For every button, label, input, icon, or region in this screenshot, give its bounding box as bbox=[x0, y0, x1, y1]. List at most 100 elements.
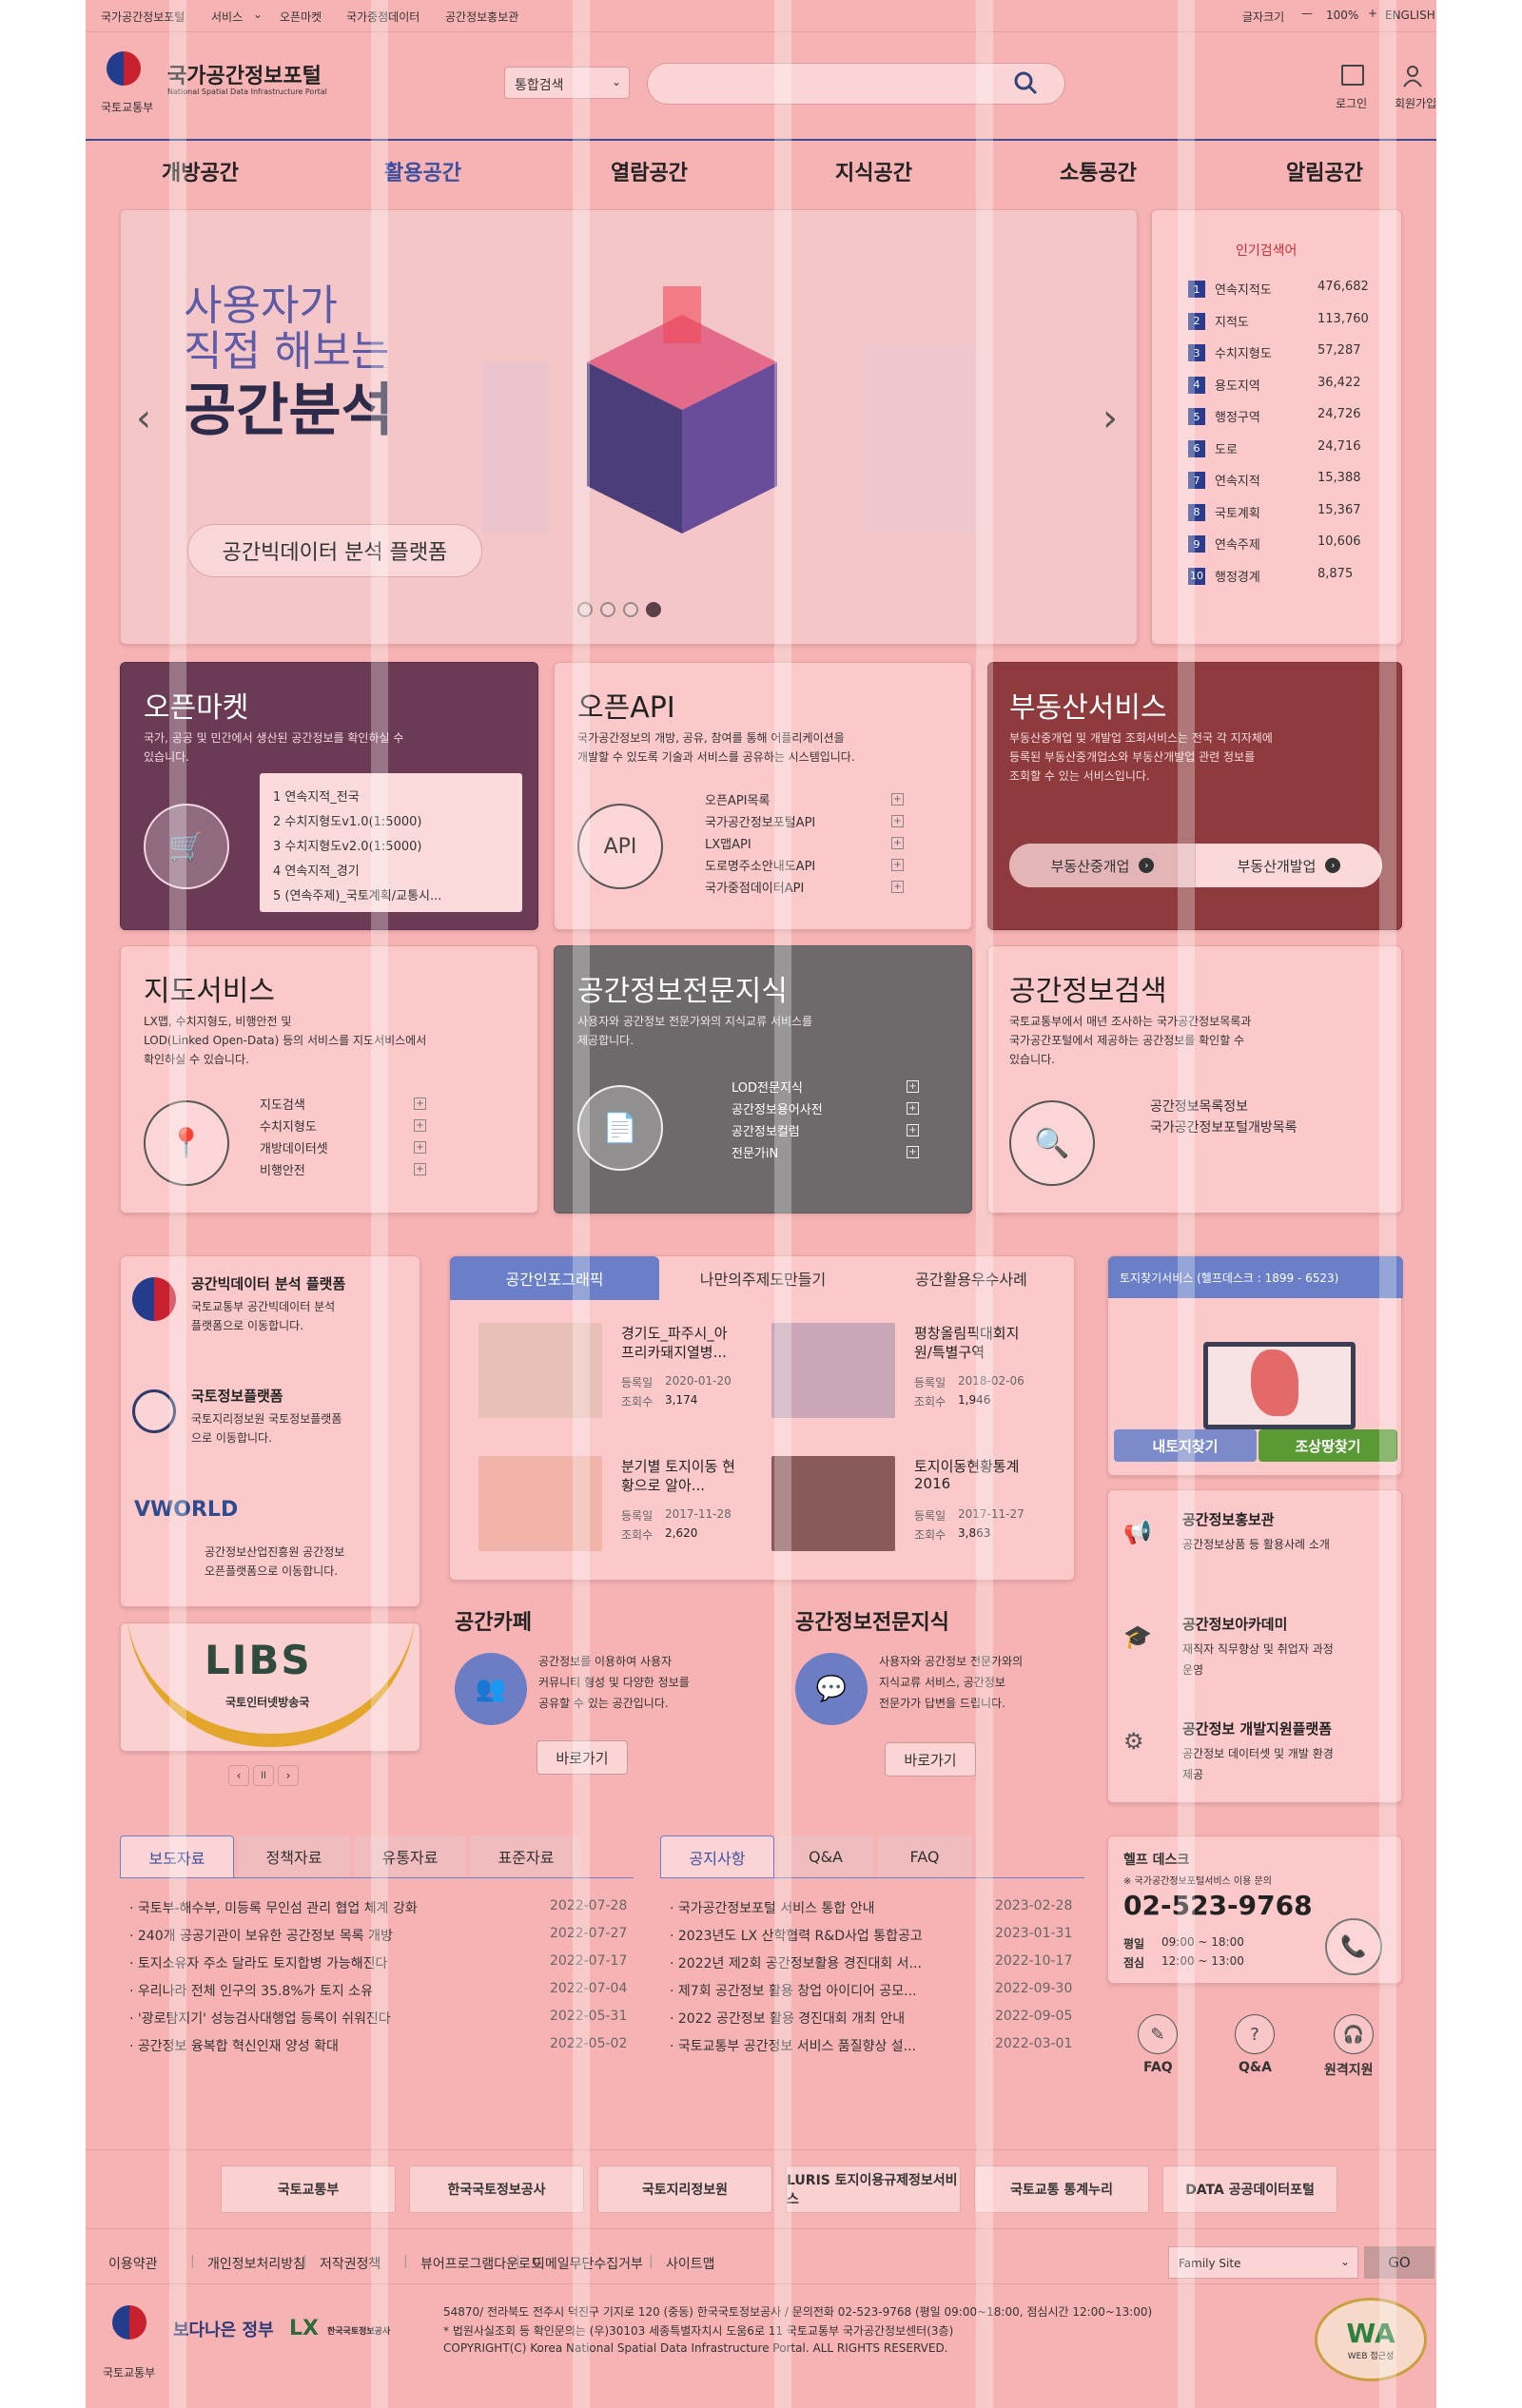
tab-best-cases[interactable]: 공간활용우수사례 bbox=[915, 1271, 1027, 1289]
ministry-logo[interactable] bbox=[107, 51, 141, 86]
search-icon[interactable] bbox=[1013, 70, 1038, 95]
mapservice-card[interactable]: 지도서비스 LX맵, 수치지형도, 비행안전 및 LOD(Linked Open… bbox=[120, 945, 538, 1214]
expert-item[interactable]: 공간정보용어사전 bbox=[732, 1103, 823, 1117]
notice-item-title[interactable]: · 2023년도 LX 산학협력 R&D사업 통합공고 bbox=[670, 1929, 923, 1944]
sidelink-title[interactable]: 공간정보아카데미 bbox=[1182, 1616, 1288, 1633]
topbar-link-promo[interactable]: 공간정보홍보관 bbox=[445, 10, 519, 24]
tab-my-map[interactable]: 나만의주제도만들기 bbox=[699, 1271, 827, 1289]
tab-standard[interactable]: 표준자료 bbox=[470, 1835, 582, 1877]
tab-notice[interactable]: 공지사항 bbox=[660, 1835, 774, 1877]
prev-arrow-icon[interactable]: ‹ bbox=[136, 397, 151, 440]
openmarket-item[interactable]: 1 연속지적_전국 bbox=[273, 790, 360, 805]
topbar-link-service[interactable]: 서비스 bbox=[211, 10, 244, 24]
infographic-title1[interactable]: 토지이동현황통계 bbox=[914, 1458, 1020, 1475]
infographic-thumbnail[interactable] bbox=[771, 1456, 895, 1551]
topbar-link-keydata[interactable]: 국가중점데이터 bbox=[346, 10, 420, 24]
pause-icon[interactable]: ll bbox=[253, 1765, 274, 1786]
openapi-item[interactable]: 국가공간정보포털API bbox=[705, 816, 816, 830]
infographic-title2[interactable]: 프리카돼지열병... bbox=[621, 1344, 727, 1361]
plus-icon[interactable]: + bbox=[891, 793, 904, 806]
search-select[interactable]: 통합검색 ⌄ bbox=[504, 67, 630, 99]
footer-link[interactable]: 뷰어프로그램다운로드 bbox=[420, 2257, 543, 2272]
openmarket-item[interactable]: 4 연속지적_경기 bbox=[273, 864, 360, 879]
phone-icon[interactable]: 📞 bbox=[1325, 1918, 1382, 1975]
popular-term[interactable]: 수치지형도 bbox=[1215, 347, 1272, 361]
nav-knowledge-space[interactable]: 지식공간 bbox=[835, 162, 912, 185]
infographic-thumbnail[interactable] bbox=[478, 1456, 602, 1551]
site-title[interactable]: 국가공간정보포털 bbox=[167, 65, 322, 88]
partner-molit-logo[interactable]: 국토교통부 bbox=[221, 2165, 396, 2213]
plus-icon[interactable]: + bbox=[891, 859, 904, 871]
plus-icon[interactable]: + bbox=[907, 1146, 919, 1158]
nav-use-space[interactable]: 활용공간 bbox=[384, 162, 461, 185]
helpdesk-phone[interactable]: 02-523-9768 bbox=[1123, 1890, 1313, 1921]
nav-communication-space[interactable]: 소통공간 bbox=[1060, 162, 1137, 185]
plus-icon[interactable]: + bbox=[907, 1102, 919, 1115]
openapi-item[interactable]: 도로명주소안내도API bbox=[705, 860, 816, 874]
mapservice-item[interactable]: 개방데이터셋 bbox=[260, 1142, 328, 1156]
press-item-title[interactable]: · '광로탐지기' 성능검사대행업 등록이 쉬워진다 bbox=[129, 2011, 391, 2027]
sidelink-title[interactable]: 공간정보 개발지원플랫폼 bbox=[1182, 1720, 1333, 1738]
footer-link[interactable]: 개인정보처리방침 bbox=[207, 2257, 306, 2272]
plus-icon[interactable]: + bbox=[414, 1097, 426, 1110]
spatialsearch-item-0[interactable]: 공간정보목록정보 bbox=[1150, 1099, 1249, 1115]
expert-item[interactable]: 전문가iN bbox=[732, 1147, 779, 1161]
expert-item[interactable]: LOD전문지식 bbox=[732, 1081, 803, 1096]
notice-item-title[interactable]: · 2022년 제2회 공간정보활용 경진대회 서... bbox=[670, 1956, 922, 1971]
popular-term[interactable]: 행정구역 bbox=[1215, 411, 1260, 425]
expert-item[interactable]: 공간정보컬럼 bbox=[732, 1125, 800, 1139]
mapservice-item[interactable]: 수치지형도 bbox=[260, 1120, 317, 1135]
remote-support-icon[interactable]: 🎧 bbox=[1334, 2014, 1374, 2054]
popular-term[interactable]: 연속지적도 bbox=[1215, 283, 1272, 298]
infographic-title2[interactable]: 황으로 알아... bbox=[621, 1477, 706, 1494]
faq-link[interactable]: FAQ bbox=[1143, 2060, 1173, 2075]
popular-term[interactable]: 국토계획 bbox=[1215, 506, 1260, 521]
press-item-title[interactable]: · 우리나라 전체 인구의 35.8%가 토지 소유 bbox=[129, 1984, 373, 1999]
partner-lx-logo[interactable]: 한국국토정보공사 bbox=[409, 2165, 584, 2213]
cafe-go-button[interactable]: 바로가기 bbox=[537, 1740, 628, 1775]
login-icon[interactable] bbox=[1341, 65, 1364, 86]
tab-infographic[interactable]: 공간인포그래픽 bbox=[450, 1256, 659, 1300]
plus-icon[interactable]: + bbox=[891, 881, 904, 893]
plus-icon[interactable]: + bbox=[414, 1163, 426, 1175]
nav-notice-space[interactable]: 알림공간 bbox=[1286, 162, 1363, 185]
footer-link[interactable]: 사이트맵 bbox=[666, 2257, 715, 2272]
openapi-item[interactable]: LX맵API bbox=[705, 838, 751, 852]
qna-link[interactable]: Q&A bbox=[1239, 2060, 1272, 2075]
sidelink-title[interactable]: 공간정보홍보관 bbox=[1182, 1511, 1275, 1528]
libs-banner[interactable]: LIBS 국토인터넷방송국 bbox=[120, 1622, 420, 1752]
topbar-link-openmarket[interactable]: 오픈마켓 bbox=[280, 10, 322, 24]
partner-data-logo[interactable]: DATA 공공데이터포털 bbox=[1162, 2165, 1337, 2213]
plus-icon[interactable]: + bbox=[414, 1119, 426, 1132]
tab-distribution[interactable]: 유통자료 bbox=[354, 1835, 466, 1877]
plus-icon[interactable]: + bbox=[414, 1141, 426, 1154]
banner-dot-2[interactable] bbox=[600, 602, 615, 617]
infographic-title1[interactable]: 경기도_파주시_아 bbox=[621, 1325, 728, 1342]
mapservice-item[interactable]: 지도검색 bbox=[260, 1098, 305, 1113]
main-banner[interactable]: 사용자가 직접 해보는 공간분석 공간빅데이터 분석 플랫폼 ‹ › bbox=[120, 209, 1138, 645]
popular-term[interactable]: 용도지역 bbox=[1215, 379, 1260, 394]
spatialsearch-item-1[interactable]: 국가공간정보포털개방목록 bbox=[1150, 1120, 1298, 1136]
partner-stat-logo[interactable]: 국토교통 통계누리 bbox=[974, 2165, 1149, 2213]
login-link[interactable]: 로그인 bbox=[1336, 97, 1368, 110]
tab-press[interactable]: 보도자료 bbox=[120, 1835, 234, 1877]
my-land-button[interactable]: 내토지찾기 bbox=[1114, 1429, 1257, 1462]
mapservice-item[interactable]: 비행안전 bbox=[260, 1164, 305, 1178]
nav-open-space[interactable]: 개방공간 bbox=[162, 162, 239, 185]
press-item-title[interactable]: · 공간정보 융복합 혁신인재 양성 확대 bbox=[129, 2039, 339, 2054]
ancestor-land-button[interactable]: 조상땅찾기 bbox=[1259, 1429, 1397, 1462]
notice-item-title[interactable]: · 국가공간정보포털 서비스 통합 안내 bbox=[670, 1901, 875, 1916]
platform-title[interactable]: 공간빅데이터 분석 플랫폼 bbox=[191, 1275, 346, 1292]
chevron-right-icon[interactable]: › bbox=[278, 1765, 299, 1786]
infographic-thumbnail[interactable] bbox=[478, 1323, 602, 1418]
family-site-go-button[interactable]: GO bbox=[1364, 2246, 1434, 2279]
press-item-title[interactable]: · 240개 공공기관이 보유한 공간정보 목록 개방 bbox=[129, 1929, 393, 1944]
openapi-item[interactable]: 국가중점데이터API bbox=[705, 882, 805, 896]
popular-term[interactable]: 지적도 bbox=[1215, 315, 1249, 330]
question-icon[interactable]: ? bbox=[1235, 2014, 1275, 2054]
chevron-left-icon[interactable]: ‹ bbox=[228, 1765, 249, 1786]
popular-term[interactable]: 행정경계 bbox=[1215, 570, 1260, 585]
infographic-title2[interactable]: 원/특별구역 bbox=[914, 1344, 985, 1361]
spatialsearch-card[interactable]: 공간정보검색 국토교통부에서 매년 조사하는 국가공간정보목록과 국가공간포털에… bbox=[987, 945, 1402, 1214]
openapi-item[interactable]: 오픈API목록 bbox=[705, 794, 771, 808]
